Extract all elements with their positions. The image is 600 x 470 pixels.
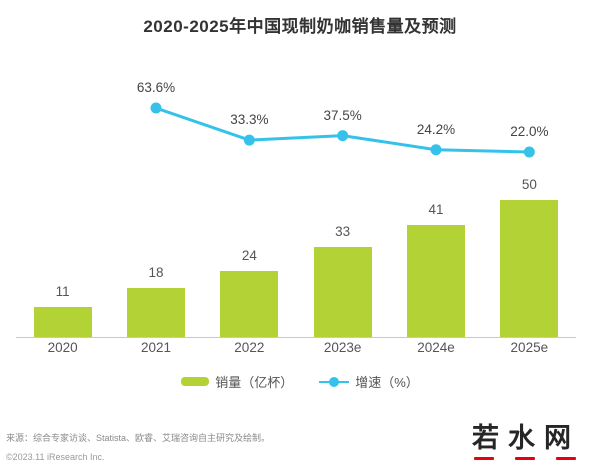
watermark-logo: 若水网 bbox=[472, 416, 580, 460]
x-axis: 2020 2021 2022 2023e 2024e 2025e bbox=[16, 340, 576, 355]
legend-item-growth: 增速（%） bbox=[319, 372, 419, 391]
logo-tagline-decoration bbox=[472, 455, 580, 460]
growth-value-label: 24.2% bbox=[416, 121, 456, 137]
footer: 来源：综合专家访谈、Statista、欧睿、艾瑞咨询自主研究及绘制。 ©2023… bbox=[6, 431, 270, 462]
x-axis-label: 2024e bbox=[417, 340, 455, 355]
growth-value-label: 37.5% bbox=[323, 107, 362, 123]
bar-2020 bbox=[33, 306, 92, 337]
bar-value-label: 24 bbox=[241, 248, 257, 264]
plot-area: 11 18 24 33 41 50 63.6% 33.3% 37.5% 24.2% 22.0% bbox=[16, 75, 576, 338]
bar-value-label: 18 bbox=[148, 264, 164, 280]
bar-value-label: 50 bbox=[521, 177, 537, 192]
x-axis-label: 2025e bbox=[510, 340, 549, 355]
bar-value-label: 11 bbox=[55, 283, 70, 299]
growth-value-label: 63.6% bbox=[136, 80, 176, 96]
bar-value-label: 33 bbox=[335, 223, 351, 239]
legend-sales-label: 销量（亿杯） bbox=[215, 375, 294, 390]
growth-value-label: 33.3% bbox=[230, 112, 269, 128]
legend-item-sales: 销量（亿杯） bbox=[181, 372, 293, 391]
x-axis-label: 2022 bbox=[234, 340, 265, 355]
copyright-note: ©2023.11 iResearch Inc. bbox=[6, 452, 105, 462]
legend-growth-label: 增速（%） bbox=[355, 375, 419, 390]
x-axis-label: 2021 bbox=[140, 340, 172, 355]
growth-value-label: 22.0% bbox=[510, 124, 549, 140]
x-axis-label: 2020 bbox=[47, 340, 78, 355]
legend: 销量（亿杯） 增速（%） bbox=[0, 372, 600, 391]
bar-2023e bbox=[313, 246, 372, 337]
logo-text: 若水网 bbox=[472, 423, 580, 453]
source-note: 来源：综合专家访谈、Statista、欧睿、艾瑞咨询自主研究及绘制。 bbox=[6, 433, 271, 443]
growth-line bbox=[150, 102, 535, 158]
bar-value-label: 41 bbox=[428, 201, 444, 217]
bar-2022 bbox=[220, 271, 279, 337]
chart-title: 2020-2025年中国现制奶咖销售量及预测 bbox=[143, 17, 457, 36]
bar-swatch-icon bbox=[181, 377, 210, 386]
line-swatch-icon bbox=[319, 376, 350, 387]
bar-2025e bbox=[500, 200, 559, 337]
bar-2021 bbox=[127, 287, 185, 337]
bar-2024e bbox=[407, 224, 465, 337]
x-axis-label: 2023e bbox=[323, 340, 362, 355]
